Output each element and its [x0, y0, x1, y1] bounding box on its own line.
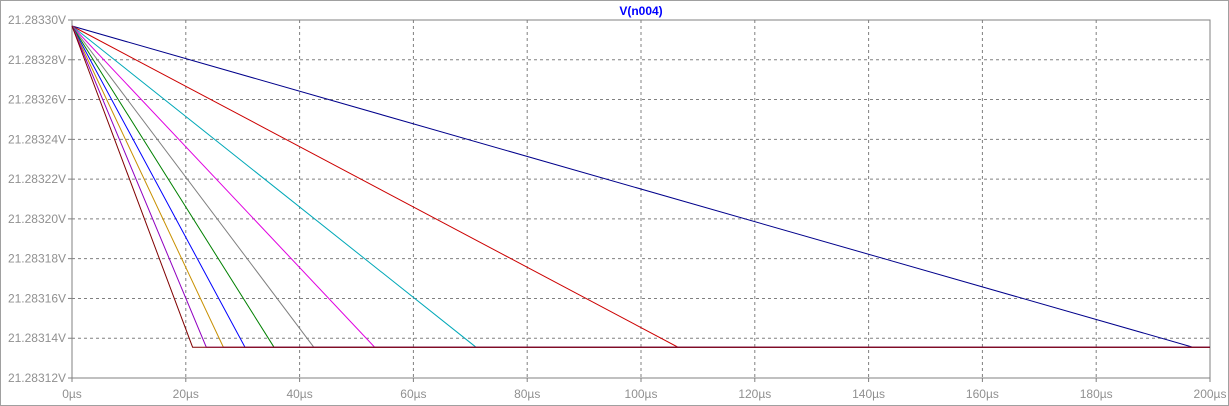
x-tick-label: 180µs — [1080, 387, 1113, 401]
x-tick-label: 200µs — [1194, 387, 1227, 401]
y-tick-label: 21.28322V — [8, 172, 66, 186]
x-tick-label: 20µs — [173, 387, 199, 401]
x-tick-label: 0µs — [62, 387, 82, 401]
plot-border — [71, 19, 1211, 379]
x-tick-label: 160µs — [966, 387, 999, 401]
x-tick-label: 100µs — [625, 387, 658, 401]
y-tick-label: 21.28324V — [8, 132, 66, 146]
grid — [72, 20, 1210, 378]
y-tick-label: 21.28320V — [8, 212, 66, 226]
y-tick-label: 21.28328V — [8, 53, 66, 67]
x-tick-label: 40µs — [286, 387, 312, 401]
chart-title: V(n004) — [619, 4, 662, 18]
x-tick-label: 140µs — [852, 387, 885, 401]
series-line-10[interactable] — [71, 25, 1210, 348]
x-tick-label: 120µs — [738, 387, 771, 401]
x-tick-label: 60µs — [400, 387, 426, 401]
series-group — [71, 25, 1210, 348]
y-tick-label: 21.28312V — [8, 371, 66, 385]
y-tick-label: 21.28316V — [8, 291, 66, 305]
y-tick-label: 21.28318V — [8, 252, 66, 266]
tick-labels: 0µs 20µs 40µs 60µs 80µs 100µs 120µs 140µs 160µs 1… — [8, 13, 1227, 401]
x-tick-label: 80µs — [514, 387, 540, 401]
y-tick-label: 21.28330V — [8, 13, 66, 27]
y-tick-label: 21.28314V — [8, 331, 66, 345]
axes — [68, 19, 1211, 382]
y-tick-label: 21.28326V — [8, 93, 66, 107]
